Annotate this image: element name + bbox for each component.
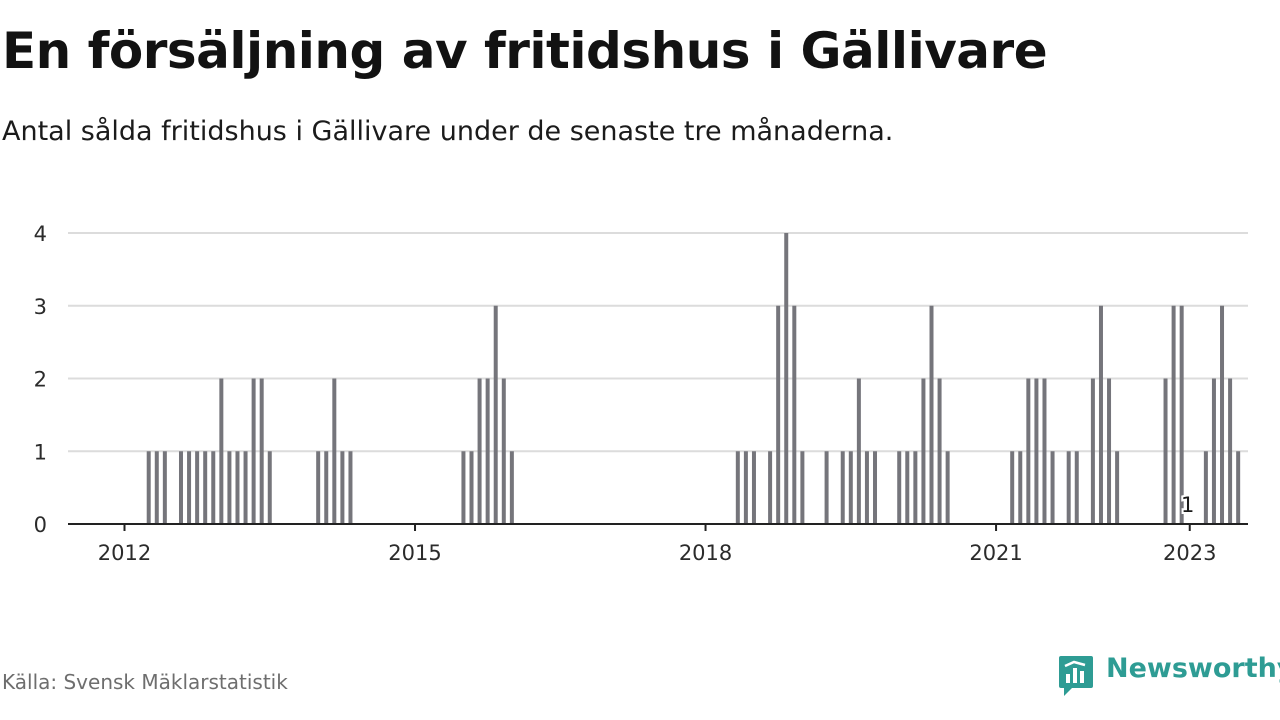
bar (921, 378, 926, 524)
axis-labels: 0 1 2 3 4 2012 2015 2018 2021 2023 1 (34, 222, 1217, 565)
bar (316, 451, 321, 524)
bars (146, 233, 1241, 524)
bar (324, 451, 329, 524)
x-tick-label: 2023 (1163, 541, 1216, 565)
bar (768, 451, 773, 524)
bar (848, 451, 853, 524)
bar (493, 305, 498, 524)
bar (211, 451, 216, 524)
bar (1211, 378, 1216, 524)
y-tick-label: 3 (34, 295, 47, 319)
bar (1090, 378, 1095, 524)
bar (1171, 305, 1176, 524)
bar (267, 451, 272, 524)
bar (897, 451, 902, 524)
gridlines (68, 232, 1248, 453)
bar (913, 451, 918, 524)
bar (1107, 378, 1112, 524)
bar (1026, 378, 1031, 524)
bar (840, 451, 845, 524)
bar (235, 451, 240, 524)
bar (203, 451, 208, 524)
bar (1236, 451, 1241, 524)
source-note: Källa: Svensk Mäklarstatistik (2, 670, 288, 694)
bar (154, 451, 159, 524)
x-tick-label: 2015 (388, 541, 441, 565)
bar (485, 378, 490, 524)
bar (1050, 451, 1055, 524)
chart-subtitle: Antal sålda fritidshus i Gällivare under… (2, 116, 894, 147)
x-tick-label: 2018 (679, 541, 732, 565)
bar (162, 451, 167, 524)
bar (1010, 451, 1015, 524)
brand-name: Newsworthy (1106, 653, 1280, 684)
bar (251, 378, 256, 524)
bar (1074, 451, 1079, 524)
bar (776, 305, 781, 524)
bar (800, 451, 805, 524)
x-tick-label: 2021 (969, 541, 1022, 565)
bar (259, 378, 264, 524)
bar (784, 233, 789, 524)
bar (929, 305, 934, 524)
bar (243, 451, 248, 524)
bar (1179, 305, 1184, 524)
bar (219, 378, 224, 524)
bar (751, 451, 756, 524)
bar (873, 451, 878, 524)
bar (792, 305, 797, 524)
bar (477, 378, 482, 524)
bar (227, 451, 232, 524)
bar (735, 451, 740, 524)
bar (340, 451, 345, 524)
newsworthy-logo-icon (1059, 656, 1093, 696)
bar (937, 378, 942, 524)
bar (1163, 378, 1168, 524)
bar (1034, 378, 1039, 524)
bar (945, 451, 950, 524)
bar-chart: 0 1 2 3 4 2012 2015 2018 2021 2023 1 (34, 222, 1248, 565)
bar (1042, 378, 1047, 524)
bar (195, 451, 200, 524)
bar (146, 451, 151, 524)
y-tick-label: 1 (34, 440, 47, 464)
bar (501, 378, 506, 524)
bar (1098, 305, 1103, 524)
bar (187, 451, 192, 524)
bar (178, 451, 183, 524)
bar (461, 451, 466, 524)
bar (1066, 451, 1071, 524)
y-tick-label: 0 (34, 513, 47, 537)
bar (509, 451, 514, 524)
y-tick-label: 2 (34, 368, 47, 392)
bar (864, 451, 869, 524)
data-label: 1 (1181, 493, 1194, 517)
bar (469, 451, 474, 524)
bar (743, 451, 748, 524)
y-tick-label: 4 (34, 222, 47, 246)
bar (1115, 451, 1120, 524)
bar (856, 378, 861, 524)
bar (1018, 451, 1023, 524)
bar (332, 378, 337, 524)
bar (1203, 451, 1208, 524)
bar (1220, 305, 1225, 524)
bar (905, 451, 910, 524)
x-tick-label: 2012 (98, 541, 151, 565)
bar (824, 451, 829, 524)
chart-title: En försäljning av fritidshus i Gällivare (2, 22, 1048, 80)
bar (1228, 378, 1233, 524)
bar (348, 451, 353, 524)
